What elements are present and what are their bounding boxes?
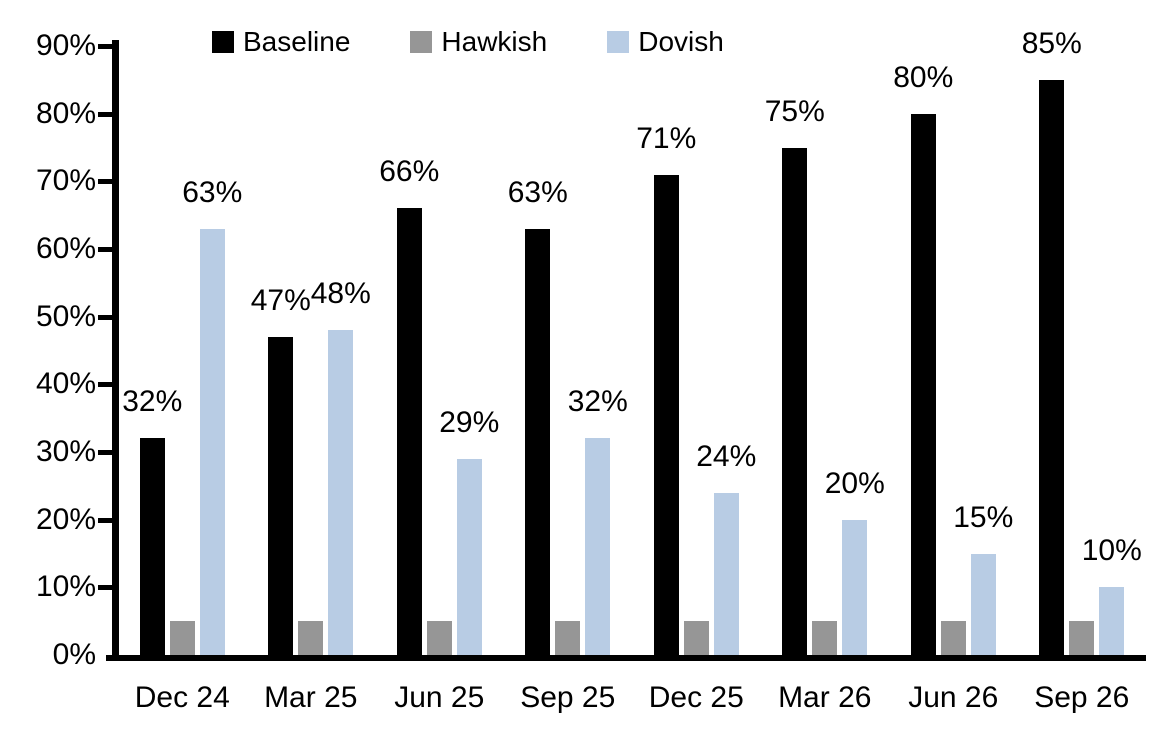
legend-label-baseline: Baseline (243, 26, 351, 57)
x-axis-category-label: Dec 24 (134, 681, 230, 714)
hawkish-swatch-icon (410, 31, 433, 53)
legend-label-hawkish: Hawkish (441, 26, 548, 57)
x-axis-line (106, 655, 1146, 661)
bar-hawkish (298, 621, 324, 655)
bar-dovish (970, 553, 996, 655)
bar-baseline (139, 438, 165, 655)
chart-legend: Baseline Hawkish Dovish (212, 22, 724, 62)
y-axis-line (112, 40, 119, 661)
x-axis-category-label: Jun 25 (394, 681, 485, 714)
x-axis-category-label: Sep 25 (520, 681, 616, 714)
y-axis-tick-label: 0% (52, 638, 96, 671)
bar-dovish (328, 330, 354, 655)
y-axis-tick (98, 314, 114, 320)
x-axis-category-label: Sep 26 (1034, 681, 1130, 714)
value-label-dovish: 24% (696, 439, 757, 473)
baseline-swatch-icon (212, 31, 234, 53)
bar-dovish (456, 458, 482, 655)
value-label-dovish: 32% (567, 385, 628, 419)
bar-hawkish (169, 621, 195, 655)
bar-baseline (268, 336, 294, 655)
bar-hawkish (940, 621, 966, 655)
bar-hawkish (812, 621, 838, 655)
y-axis-tick (98, 382, 114, 388)
bar-hawkish (1069, 621, 1095, 655)
value-label-baseline: 32% (122, 385, 183, 419)
bar-hawkish (426, 621, 452, 655)
value-label-baseline: 66% (379, 155, 440, 189)
y-axis-tick (98, 585, 114, 591)
y-axis-tick (98, 179, 114, 185)
y-axis-tick-label: 60% (35, 232, 96, 265)
value-label-baseline: 80% (893, 60, 954, 94)
y-axis-tick (98, 517, 114, 523)
value-label-dovish: 48% (310, 277, 371, 311)
bar-baseline (782, 147, 808, 655)
x-axis-category-label: Mar 25 (264, 681, 358, 714)
y-axis-tick-label: 80% (35, 96, 96, 130)
bar-dovish (713, 492, 739, 655)
value-label-baseline: 71% (636, 121, 697, 155)
value-label-dovish: 15% (953, 500, 1014, 534)
bar-baseline (525, 228, 551, 655)
bar-baseline (910, 113, 936, 655)
y-axis-tick-label: 30% (35, 435, 96, 468)
value-label-baseline: 47% (250, 283, 311, 317)
value-label-dovish: 29% (439, 405, 500, 439)
bar-baseline (396, 208, 422, 655)
legend-item-baseline: Baseline (212, 25, 350, 59)
y-axis-tick-label: 50% (35, 299, 96, 333)
bar-hawkish (555, 621, 581, 655)
y-axis-tick (98, 450, 114, 455)
bar-baseline (1039, 79, 1065, 655)
legend-item-hawkish: Hawkish (410, 25, 547, 59)
bar-dovish (1099, 587, 1125, 655)
value-label-baseline: 75% (764, 94, 825, 128)
value-label-dovish: 10% (1081, 534, 1142, 568)
value-label-dovish: 63% (182, 175, 243, 209)
bar-dovish (842, 519, 868, 655)
value-label-baseline: 85% (1021, 26, 1082, 60)
y-axis-tick (98, 247, 114, 252)
dovish-swatch-icon (607, 31, 630, 53)
bar-dovish (585, 438, 611, 655)
y-axis-tick-label: 70% (35, 164, 96, 198)
value-label-dovish: 20% (824, 466, 885, 500)
legend-item-dovish: Dovish (607, 25, 724, 59)
y-axis-tick-label: 20% (35, 502, 96, 536)
bar-dovish (199, 228, 225, 655)
y-axis-tick-label: 90% (35, 29, 96, 62)
value-label-baseline: 63% (507, 175, 568, 209)
bar-baseline (653, 174, 679, 655)
y-axis-tick (98, 44, 114, 49)
y-axis-tick-label: 10% (35, 570, 96, 604)
y-axis-tick-label: 40% (35, 367, 96, 401)
x-axis-category-label: Dec 25 (648, 681, 744, 714)
y-axis-tick (98, 111, 114, 117)
legend-label-dovish: Dovish (638, 26, 724, 57)
bar-hawkish (683, 621, 709, 655)
x-axis-category-label: Mar 26 (778, 681, 872, 714)
x-axis-category-label: Jun 26 (908, 681, 999, 714)
